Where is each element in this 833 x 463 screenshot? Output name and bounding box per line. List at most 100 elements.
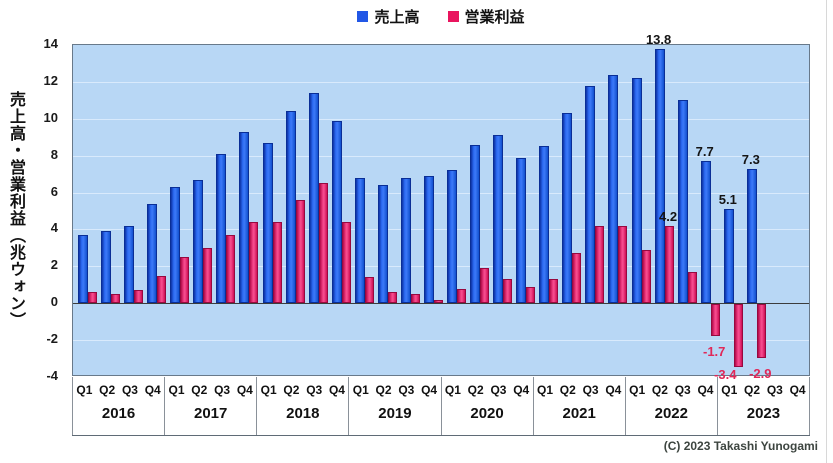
y-tick-label: 10 (43, 109, 58, 125)
bar-revenue-2018 Q1 (262, 142, 273, 304)
bar-profit-2016 Q1 (88, 292, 97, 304)
bar-profit-2022 Q2 (664, 225, 674, 304)
bar-profit-2018 Q4 (341, 222, 351, 304)
year-group-2016: Q1 Q2 Q3 Q4 2016 (72, 377, 164, 435)
bar-profit-2022 Q4 (710, 304, 720, 336)
quarter-label: Q4 (789, 382, 806, 397)
quarter-label: Q3 (766, 382, 783, 397)
bar-profit-2020 Q1 (457, 288, 466, 304)
bar-revenue-2017 Q4 (239, 131, 250, 304)
bar-value-label: 5.1 (718, 192, 737, 208)
y-tick-label: -2 (46, 331, 58, 347)
y-tick-label: -4 (46, 368, 58, 383)
bar-revenue-2018 Q4 (331, 120, 342, 304)
legend-item-1: 営業利益 (447, 6, 525, 27)
bar-profit-2021 Q4 (618, 225, 628, 304)
bar-revenue-2022 Q1 (631, 78, 642, 304)
quarter-label: Q1 (168, 382, 185, 397)
bar-revenue-2018 Q2 (285, 111, 296, 304)
bar-revenue-2018 Q3 (308, 93, 319, 304)
bar-revenue-2019 Q4 (423, 176, 434, 304)
bar-profit-2018 Q2 (295, 199, 305, 304)
quarter-label: Q4 (328, 382, 345, 397)
legend-swatch-icon (447, 10, 459, 22)
year-label: 2019 (378, 405, 412, 422)
quarter-label: Q4 (697, 382, 714, 397)
bar-revenue-2019 Q2 (377, 185, 388, 304)
bar-revenue-2022 Q4 (700, 161, 711, 304)
bar-value-label: 13.8 (645, 31, 672, 47)
bar-revenue-2017 Q2 (193, 179, 204, 304)
quarter-label: Q4 (144, 382, 161, 397)
year-label: 2022 (654, 405, 688, 422)
bar-value-label: -1.7 (702, 343, 726, 359)
bar-profit-2023 Q2 (756, 304, 766, 358)
year-label: 2023 (746, 405, 781, 422)
quarter-label-row: Q1 Q2 Q3 Q4 (626, 377, 717, 402)
quarter-label: Q2 (651, 382, 668, 397)
bar-revenue-2021 Q1 (539, 146, 550, 304)
bar-profit-2019 Q3 (410, 294, 420, 304)
bar-revenue-2021 Q2 (562, 113, 573, 304)
y-tick-label: 12 (43, 72, 58, 88)
bar-profit-2016 Q3 (134, 290, 144, 304)
quarter-label-row: Q1 Q2 Q3 Q4 (73, 377, 164, 402)
quarter-label: Q2 (191, 382, 208, 397)
gridline (73, 193, 809, 194)
quarter-label: Q3 (490, 382, 507, 397)
bar-profit-2021 Q2 (572, 253, 582, 304)
quarter-label: Q3 (582, 382, 599, 397)
legend-swatch-icon (357, 10, 369, 22)
quarter-label: Q3 (306, 382, 323, 397)
quarter-label-row: Q1 Q2 Q3 Q4 (257, 377, 348, 402)
quarter-label-row: Q1 Q2 Q3 Q4 (534, 377, 625, 402)
y-tick-label: 8 (50, 146, 58, 162)
bar-revenue-2016 Q2 (101, 231, 112, 304)
quarter-label: Q4 (605, 382, 622, 397)
bar-profit-2019 Q1 (364, 277, 374, 304)
quarter-label: Q1 (721, 382, 738, 397)
x-axis-label-area: Q1 Q2 Q3 Q4 2016 Q1 Q2 Q3 Q4 2017 Q1 Q2 Q3 Q4 2018 Q1 Q2… (72, 377, 810, 436)
legend-label: 売上高 (374, 8, 420, 26)
bar-profit-2017 Q4 (249, 222, 259, 304)
quarter-label-row: Q1 Q2 Q3 Q4 (442, 377, 533, 402)
bar-revenue-2020 Q2 (470, 144, 481, 304)
bar-profit-2019 Q4 (433, 299, 443, 304)
year-group-2019: Q1 Q2 Q3 Q4 2019 (348, 377, 440, 435)
bar-revenue-2020 Q3 (493, 135, 504, 304)
y-tick-label: 6 (50, 183, 58, 199)
bar-profit-2021 Q3 (595, 225, 605, 304)
bar-profit-2016 Q2 (111, 294, 121, 304)
quarter-label: Q4 (236, 382, 253, 397)
y-tick-label: 4 (50, 220, 58, 236)
quarter-label: Q1 (537, 382, 554, 397)
year-group-2021: Q1 Q2 Q3 Q4 2021 (532, 377, 625, 435)
copyright-text: (C) 2023 Takashi Yunogami (663, 439, 818, 453)
quarter-label: Q1 (352, 382, 369, 397)
quarter-label: Q2 (99, 382, 116, 397)
year-group-2023: Q1 Q2 Q3 Q4 2023 (716, 377, 810, 435)
bar-profit-2023 Q1 (733, 304, 743, 367)
bar-value-label: 4.2 (659, 208, 678, 224)
gridline (73, 340, 809, 341)
quarter-label-row: Q1 Q2 Q3 Q4 (165, 377, 256, 402)
year-label: 2017 (194, 405, 228, 422)
year-label: 2021 (562, 405, 596, 422)
bar-profit-2020 Q4 (526, 286, 536, 304)
gridline (73, 156, 809, 157)
quarter-label: Q1 (629, 382, 646, 397)
y-tick-label: 2 (50, 257, 58, 273)
legend: 売上高 営業利益 (72, 5, 810, 27)
bar-revenue-2022 Q3 (677, 100, 688, 304)
bar-revenue-2016 Q3 (124, 225, 135, 304)
gridline (73, 119, 809, 120)
bar-profit-2020 Q2 (480, 268, 490, 304)
gridline (73, 82, 809, 83)
bar-revenue-2021 Q3 (585, 85, 596, 304)
quarter-label: Q3 (121, 382, 138, 397)
year-label: 2016 (101, 405, 136, 422)
bar-revenue-2023 Q1 (723, 209, 734, 304)
gridline (73, 266, 809, 267)
bar-profit-2022 Q1 (641, 249, 651, 304)
bar-profit-2018 Q1 (272, 222, 282, 304)
